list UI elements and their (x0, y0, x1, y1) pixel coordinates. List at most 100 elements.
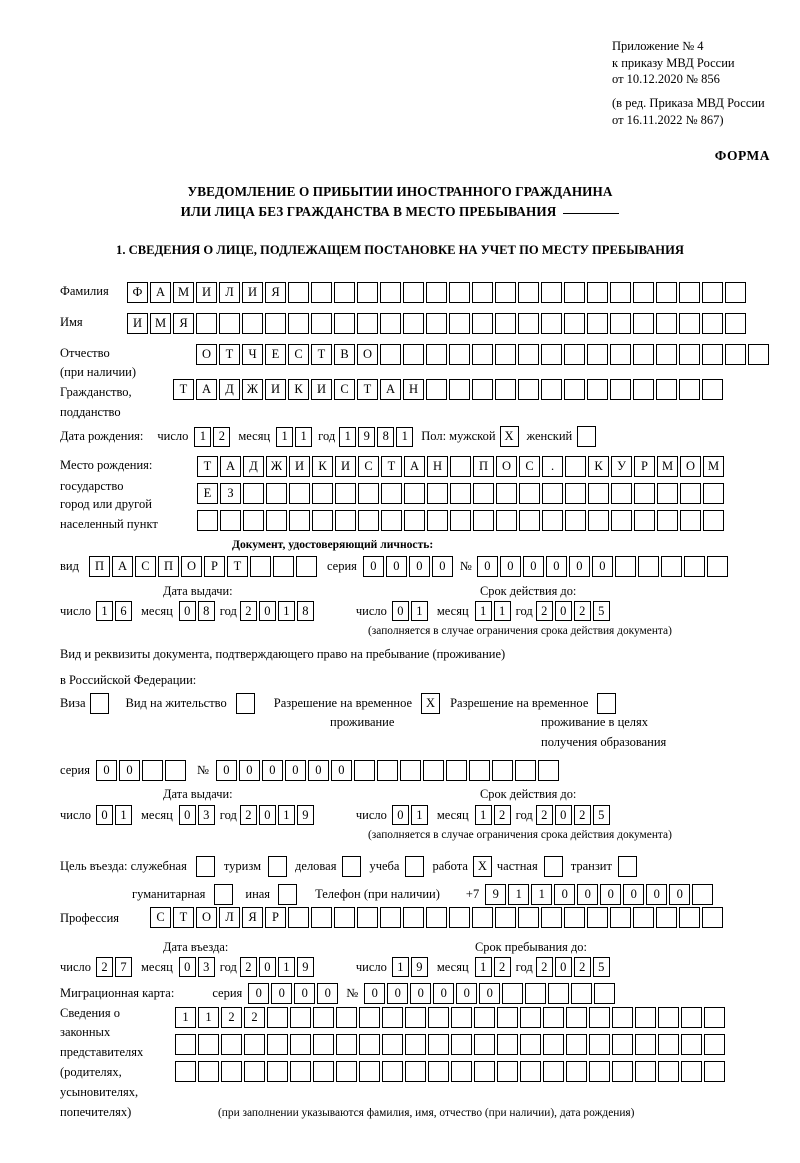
char-cell[interactable] (290, 1034, 311, 1055)
char-cell[interactable] (449, 379, 470, 400)
char-cell[interactable] (335, 510, 356, 531)
char-cell[interactable]: С (288, 344, 309, 365)
char-cell[interactable]: Л (219, 907, 240, 928)
char-cell[interactable] (197, 510, 218, 531)
char-cell[interactable]: 0 (431, 556, 453, 577)
char-cell[interactable] (543, 1007, 564, 1028)
char-cell[interactable]: 0 (95, 760, 117, 781)
char-cell[interactable] (357, 907, 378, 928)
char-cell[interactable] (403, 907, 424, 928)
digit-cell[interactable]: 0 (258, 805, 276, 825)
char-cell[interactable]: 1 (531, 884, 553, 905)
char-cell[interactable] (548, 983, 570, 1004)
char-cell[interactable] (725, 344, 746, 365)
digit-cell[interactable]: 0 (178, 805, 196, 825)
char-cell[interactable] (219, 313, 240, 334)
char-cell[interactable] (614, 556, 636, 577)
digit-cell[interactable]: 0 (554, 805, 572, 825)
char-cell[interactable]: Д (243, 456, 264, 477)
digit-cell[interactable]: 2 (573, 601, 591, 621)
purpose-work-checkbox[interactable]: X (472, 856, 492, 877)
char-cell[interactable] (514, 760, 536, 781)
char-cell[interactable] (681, 1061, 702, 1082)
digit-cell[interactable]: 2 (573, 957, 591, 977)
char-cell[interactable] (564, 907, 585, 928)
char-cell[interactable]: 2 (244, 1007, 265, 1028)
char-cell[interactable]: Я (242, 907, 263, 928)
digit-cell[interactable]: 1 (295, 426, 313, 447)
char-cell[interactable] (474, 1007, 495, 1028)
digit-cell[interactable]: 6 (115, 601, 133, 621)
char-cell[interactable] (633, 344, 654, 365)
char-cell[interactable] (381, 510, 402, 531)
char-cell[interactable] (679, 379, 700, 400)
char-cell[interactable] (358, 483, 379, 504)
title-blank-line[interactable] (563, 203, 620, 215)
char-cell[interactable] (702, 344, 723, 365)
char-cell[interactable] (634, 510, 655, 531)
char-cell[interactable]: К (288, 379, 309, 400)
residence-permit-checkbox[interactable] (235, 693, 255, 714)
digit-cell[interactable]: 1 (276, 426, 294, 447)
digit-cell[interactable]: 9 (358, 426, 376, 447)
char-cell[interactable]: А (220, 456, 241, 477)
digit-cell[interactable]: 1 (194, 426, 212, 447)
char-cell[interactable]: Ж (242, 379, 263, 400)
char-cell[interactable] (313, 1034, 334, 1055)
char-cell[interactable] (334, 907, 355, 928)
char-cell[interactable] (612, 1061, 633, 1082)
char-cell[interactable] (660, 556, 682, 577)
digit-cell[interactable]: 2 (535, 601, 553, 621)
char-cell[interactable] (520, 1007, 541, 1028)
char-cell[interactable] (449, 907, 470, 928)
char-cell[interactable] (495, 282, 516, 303)
char-cell[interactable] (502, 983, 524, 1004)
char-cell[interactable] (588, 483, 609, 504)
digit-cell[interactable]: 2 (535, 805, 553, 825)
char-cell[interactable] (612, 1007, 633, 1028)
digit-cell[interactable]: 2 (493, 805, 511, 825)
char-cell[interactable] (542, 510, 563, 531)
char-cell[interactable]: 0 (387, 983, 409, 1004)
digit-cell[interactable]: 2 (573, 805, 591, 825)
char-cell[interactable] (656, 313, 677, 334)
char-cell[interactable]: 0 (669, 884, 691, 905)
char-cell[interactable] (496, 483, 517, 504)
char-cell[interactable] (472, 313, 493, 334)
char-cell[interactable] (221, 1061, 242, 1082)
digit-cell[interactable]: 9 (410, 957, 428, 977)
char-cell[interactable] (589, 1034, 610, 1055)
char-cell[interactable]: 0 (307, 760, 329, 781)
char-cell[interactable] (335, 483, 356, 504)
char-cell[interactable] (290, 1007, 311, 1028)
char-cell[interactable] (704, 1061, 725, 1082)
char-cell[interactable] (336, 1034, 357, 1055)
char-cell[interactable]: О (680, 456, 701, 477)
char-cell[interactable]: 0 (215, 760, 237, 781)
char-cell[interactable] (518, 379, 539, 400)
char-cell[interactable]: О (196, 344, 217, 365)
char-cell[interactable] (702, 379, 723, 400)
char-cell[interactable]: И (335, 456, 356, 477)
char-cell[interactable]: 0 (385, 556, 407, 577)
char-cell[interactable] (288, 313, 309, 334)
char-cell[interactable] (564, 344, 585, 365)
digit-cell[interactable]: 0 (258, 957, 276, 977)
char-cell[interactable]: М (657, 456, 678, 477)
char-cell[interactable]: О (196, 907, 217, 928)
char-cell[interactable] (497, 1007, 518, 1028)
char-cell[interactable] (610, 379, 631, 400)
char-cell[interactable]: Л (219, 282, 240, 303)
char-cell[interactable]: Я (173, 313, 194, 334)
char-cell[interactable]: Т (381, 456, 402, 477)
char-cell[interactable] (497, 1061, 518, 1082)
char-cell[interactable]: 0 (410, 983, 432, 1004)
char-cell[interactable] (382, 1007, 403, 1028)
purpose-humanitarian-checkbox[interactable] (214, 884, 234, 905)
